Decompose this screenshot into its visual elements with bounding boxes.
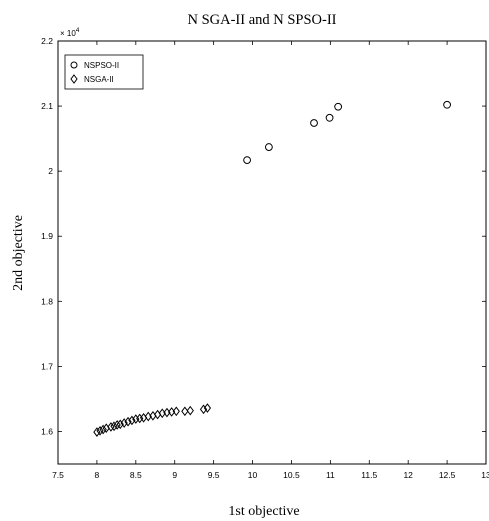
data-point-nsga-ii xyxy=(120,418,128,428)
legend-box xyxy=(64,54,144,90)
data-point-nsga-ii xyxy=(203,403,212,413)
plot-area xyxy=(57,40,487,465)
chart-title: N SGA-II and N SPSO-II xyxy=(187,12,336,28)
data-point-nsga-ii xyxy=(116,419,124,430)
legend-entry-nsga: NSGA-II xyxy=(84,75,114,84)
data-points xyxy=(93,100,451,437)
x-tick-label: 8 xyxy=(95,470,100,480)
x-tick-label: 8.5 xyxy=(130,470,142,480)
x-tick-label: 9.5 xyxy=(208,470,220,480)
data-point-nsga-ii xyxy=(128,415,136,426)
data-point-nsga-ii xyxy=(96,425,104,436)
y-axis: 1.6 1.7 1.8 1.9 2 2.1 2.2 xyxy=(41,36,486,436)
data-point-nsga-ii xyxy=(181,406,189,417)
y-tick-label: 2 xyxy=(48,166,53,176)
x-tick-label: 11 xyxy=(326,470,335,480)
data-point-nsga-ii xyxy=(107,422,115,432)
legend: NSPSO-II NSGA-II xyxy=(64,54,144,90)
plot-frame xyxy=(57,40,487,465)
x-axis: 7.5 8 8.5 9 9.5 10 10.5 11 11.5 12 12.5 13 xyxy=(52,41,489,480)
data-point-nsga-ii xyxy=(186,405,194,416)
y-tick-label: 1.9 xyxy=(41,231,53,241)
y-tick-label: 1.7 xyxy=(41,361,53,371)
data-point-nspso-ii xyxy=(264,143,273,151)
x-tick-label: 10 xyxy=(248,470,258,480)
x-tick-label: 12 xyxy=(403,470,413,480)
data-point-nsga-ii xyxy=(110,421,118,432)
y-axis-exponent-power: 4 xyxy=(76,27,80,34)
data-point-nsga-ii xyxy=(199,404,208,415)
y-tick-label: 1.6 xyxy=(41,426,53,436)
data-point-nsga-ii xyxy=(99,424,107,435)
data-point-nspso-ii xyxy=(325,113,334,122)
x-tick-label: 10.5 xyxy=(283,470,300,480)
x-tick-label: 13 xyxy=(481,470,489,480)
legend-diamond-icon xyxy=(70,74,78,84)
data-point-nspso-ii xyxy=(310,119,318,127)
data-point-nspso-ii xyxy=(443,100,451,109)
data-point-nsga-ii xyxy=(172,406,180,417)
y-axis-exponent: × 104 xyxy=(60,27,80,38)
y-tick-label: 1.8 xyxy=(41,296,53,306)
x-tick-label: 7.5 xyxy=(52,470,64,480)
data-point-nspso-ii xyxy=(243,156,251,164)
x-tick-label: 11.5 xyxy=(361,470,377,480)
y-axis-label: 2nd objective xyxy=(11,215,26,291)
y-axis-exponent-base: × 10 xyxy=(60,29,76,38)
y-tick-label: 2.1 xyxy=(41,101,53,111)
y-tick-label: 2.2 xyxy=(41,36,53,46)
data-point-nsga-ii xyxy=(93,427,101,437)
x-tick-label: 9 xyxy=(172,470,177,480)
data-point-nsga-ii xyxy=(113,420,121,430)
data-point-nsga-ii xyxy=(124,416,132,427)
x-axis-label: 1st objective xyxy=(228,504,299,519)
data-point-nspso-ii xyxy=(334,102,343,111)
x-tick-label: 12.5 xyxy=(439,470,456,480)
legend-circle-icon xyxy=(70,61,78,69)
legend-entry-nspso: NSPSO-II xyxy=(84,61,119,70)
